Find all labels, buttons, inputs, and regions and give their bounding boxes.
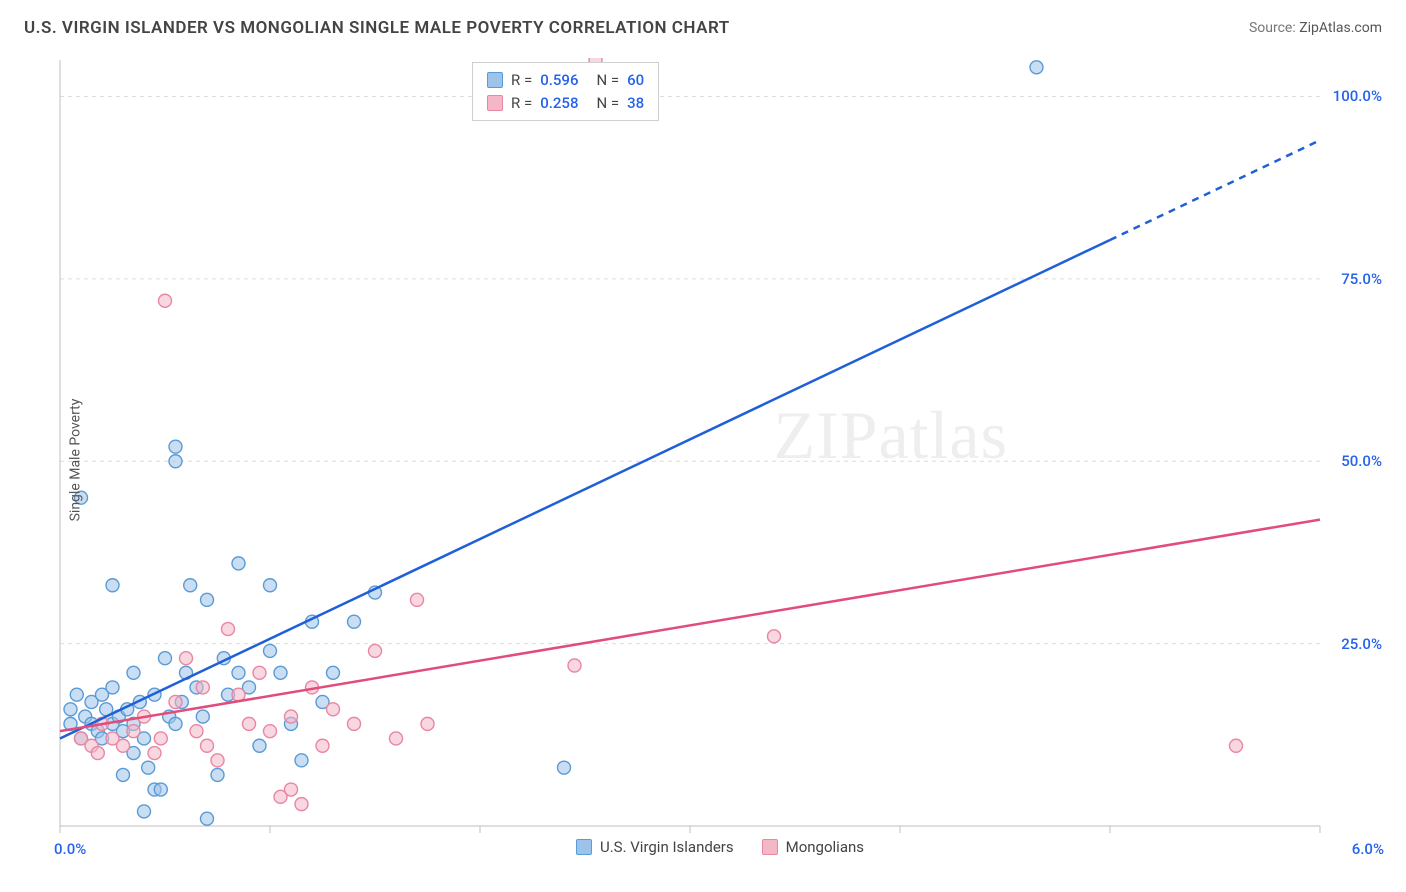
swatch-series1 [487,72,503,88]
stats-row-2: R = 0.258 N = 38 [487,92,644,115]
y-tick-label: 75.0% [1341,270,1382,288]
y-axis-label: Single Male Poverty [67,399,83,522]
legend-label-1: U.S. Virgin Islanders [600,838,734,856]
chart-area: Single Male Poverty ZIPatlas R = 0.596 N… [52,58,1388,862]
scatter-chart [52,58,1388,862]
source-label: Source: [1249,20,1296,36]
y-tick-label: 25.0% [1341,635,1382,653]
legend: U.S. Virgin Islanders Mongolians [576,838,864,856]
r-label-2: R = [511,92,532,115]
legend-item-1: U.S. Virgin Islanders [576,838,734,856]
y-tick-label: 50.0% [1341,452,1382,470]
r-value-1: 0.596 [540,69,578,92]
n-value-2: 38 [627,92,644,115]
stats-legend: R = 0.596 N = 60 R = 0.258 N = 38 [472,62,659,121]
legend-item-2: Mongolians [762,838,864,856]
source-attribution: Source: ZipAtlas.com [1249,20,1382,36]
n-label-2: N = [596,92,619,115]
n-value-1: 60 [627,69,644,92]
legend-label-2: Mongolians [786,838,864,856]
legend-swatch-2 [762,839,778,855]
legend-swatch-1 [576,839,592,855]
x-axis-max-label: 6.0% [1352,840,1384,858]
x-axis-min-label: 0.0% [54,840,86,858]
chart-title: U.S. VIRGIN ISLANDER VS MONGOLIAN SINGLE… [24,18,730,38]
source-value: ZipAtlas.com [1299,20,1382,36]
r-label-1: R = [511,69,532,92]
r-value-2: 0.258 [540,92,578,115]
swatch-series2 [487,95,503,111]
n-label-1: N = [596,69,619,92]
y-tick-label: 100.0% [1333,87,1382,105]
stats-row-1: R = 0.596 N = 60 [487,69,644,92]
